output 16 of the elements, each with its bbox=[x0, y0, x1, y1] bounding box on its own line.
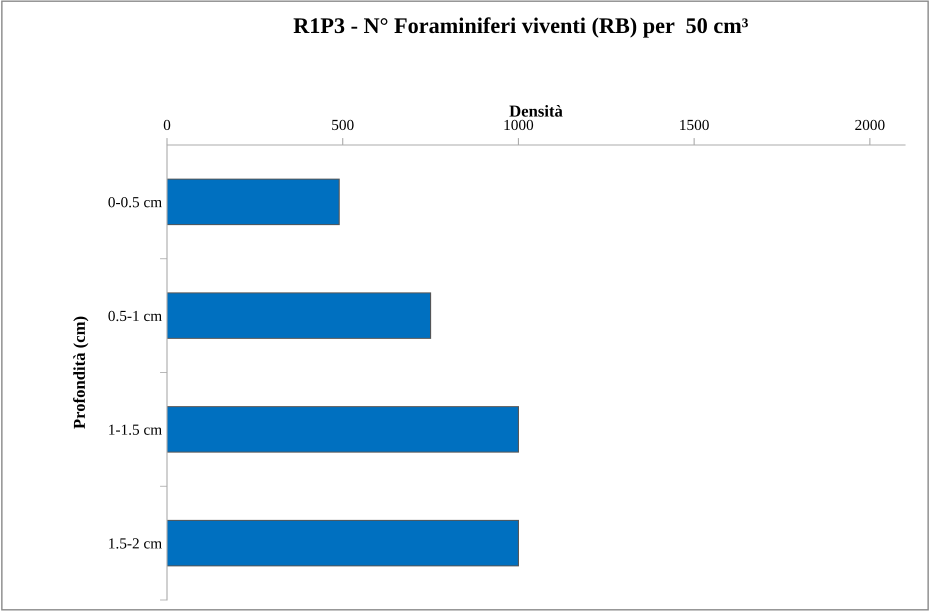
bar bbox=[167, 520, 519, 566]
y-tick-label: 0-0.5 cm bbox=[108, 197, 162, 208]
x-tick-label: 2000 bbox=[855, 120, 885, 130]
chart-title: R1P3 - N° Foraminiferi viventi (RB) per 50 cm³ bbox=[294, 17, 748, 38]
bar bbox=[167, 178, 340, 226]
y-tick-label: 0.5-1 cm bbox=[108, 310, 162, 322]
x-axis-title: Densità bbox=[509, 104, 563, 117]
x-tick-label: 500 bbox=[332, 120, 354, 130]
y-tick-label: 1.5-2 cm bbox=[109, 538, 162, 549]
bar bbox=[167, 406, 519, 453]
x-tick-label: 0 bbox=[164, 120, 170, 130]
x-tick-label: 1000 bbox=[504, 120, 534, 130]
y-axis-title: Profondità (cm) bbox=[73, 316, 88, 429]
y-tick-label: 1-1.5 cm bbox=[109, 424, 162, 435]
bar bbox=[167, 292, 432, 339]
x-tick-label: 1500 bbox=[680, 120, 709, 130]
